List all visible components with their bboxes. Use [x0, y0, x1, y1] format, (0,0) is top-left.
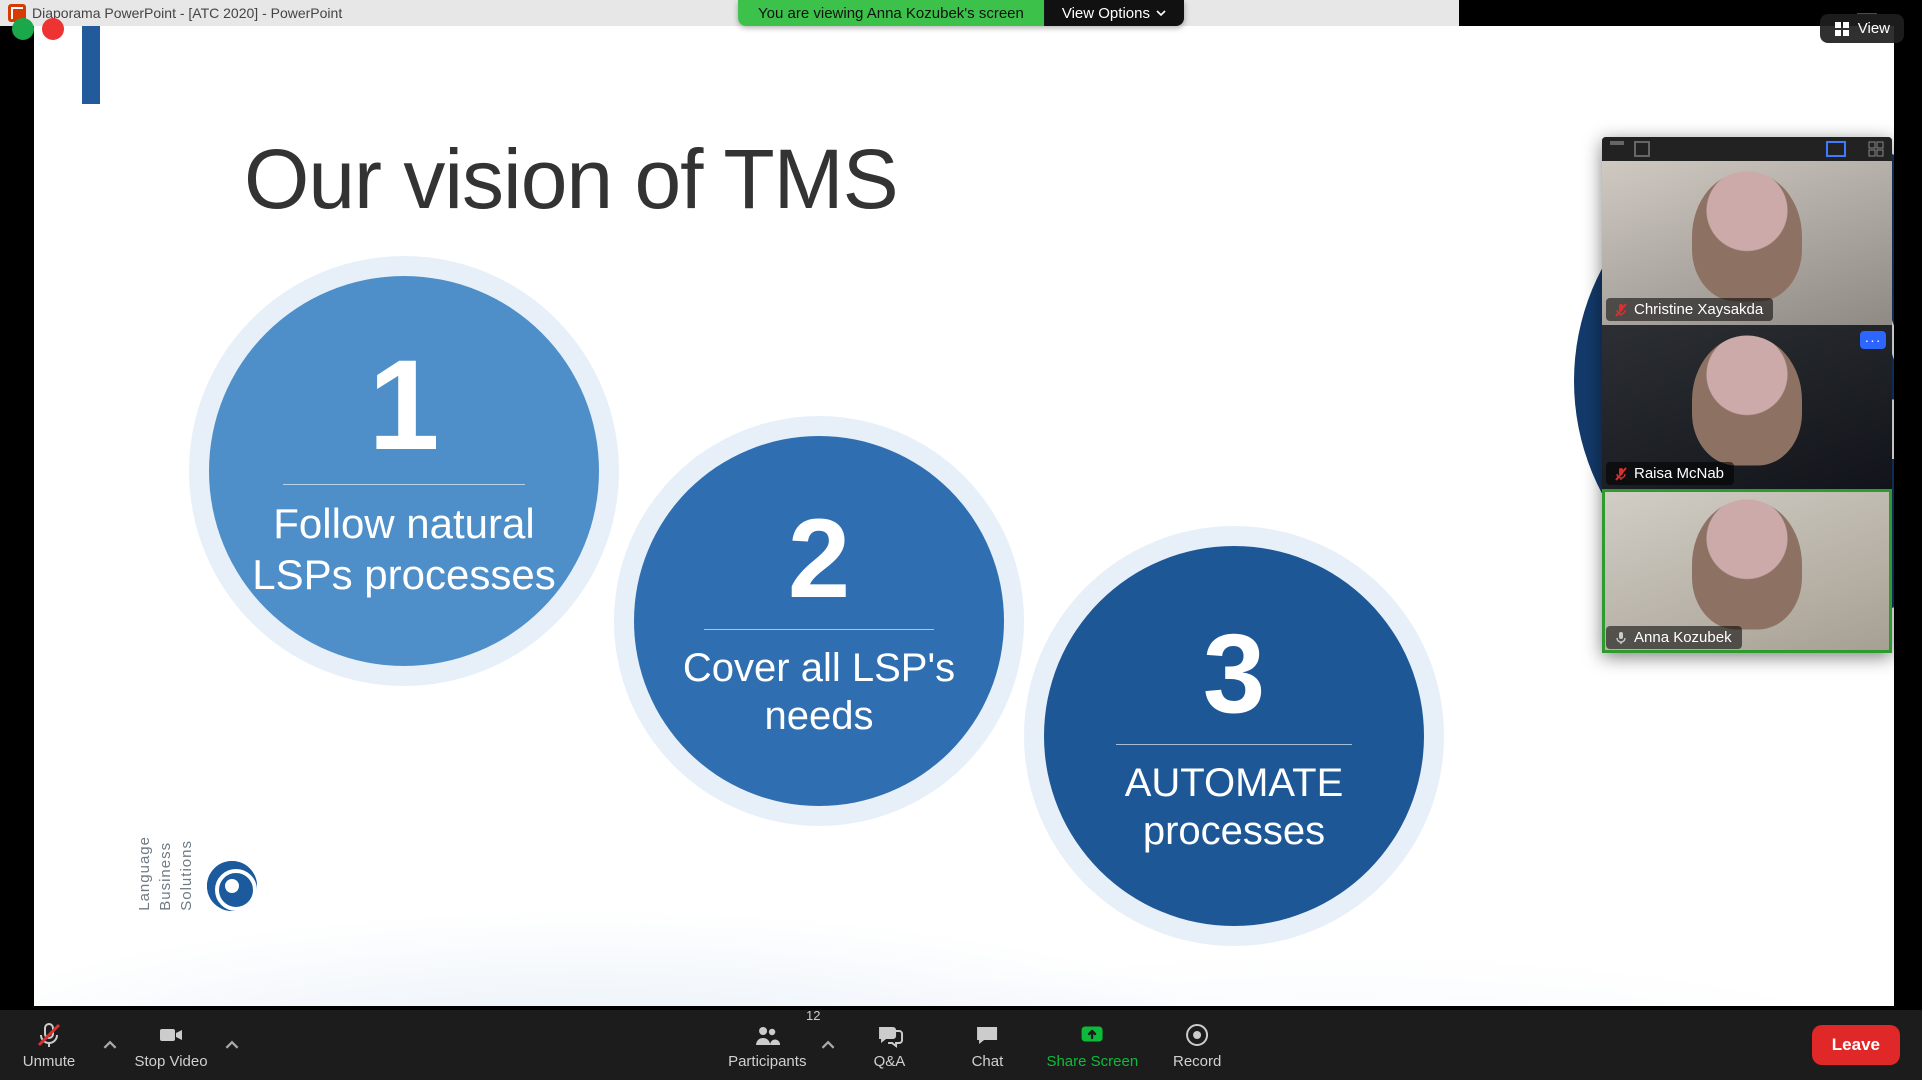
- slide-circle-divider: [283, 484, 525, 485]
- gallery-window-controls[interactable]: [1610, 141, 1650, 157]
- participant-name: Anna Kozubek: [1634, 629, 1732, 646]
- video-tile[interactable]: Christine Xaysakda: [1602, 161, 1892, 325]
- share-screen-label: Share Screen: [1046, 1053, 1138, 1070]
- video-icon: [157, 1021, 185, 1049]
- stop-video-label: Stop Video: [134, 1053, 207, 1070]
- qa-label: Q&A: [874, 1053, 906, 1070]
- chat-icon: [973, 1021, 1001, 1049]
- stop-video-button[interactable]: Stop Video: [122, 1010, 220, 1080]
- brand-mark-icon: [207, 861, 257, 911]
- tray-security-icons: [12, 18, 68, 45]
- qa-button[interactable]: Q&A: [840, 1010, 938, 1080]
- shield-warn-icon: [42, 18, 64, 40]
- view-layout-button[interactable]: View: [1820, 14, 1904, 43]
- slide-circle-num: 1: [368, 342, 439, 470]
- record-label: Record: [1173, 1053, 1221, 1070]
- gallery-layout-active-icon[interactable]: [1826, 141, 1846, 157]
- video-caret-button[interactable]: [220, 1010, 244, 1080]
- slide-circle-num: 3: [1203, 618, 1265, 730]
- screen-share-banner: You are viewing Anna Kozubek's screen Vi…: [738, 0, 1184, 26]
- mic-status-icon: [1614, 303, 1628, 317]
- powerpoint-titlebar: Diaporama PowerPoint - [ATC 2020] - Powe…: [0, 0, 1459, 26]
- slide-circle-2: 2 Cover all LSP's needs: [634, 436, 1004, 806]
- leave-button[interactable]: Leave: [1812, 1025, 1900, 1065]
- participant-name: Christine Xaysakda: [1634, 301, 1763, 318]
- slide-title: Our vision of TMS: [244, 131, 898, 228]
- mic-status-icon: [1614, 631, 1628, 645]
- slide-circle-num: 2: [788, 503, 850, 615]
- powerpoint-title: Diaporama PowerPoint - [ATC 2020] - Powe…: [32, 5, 342, 21]
- participants-icon: [753, 1021, 781, 1049]
- video-placeholder-icon: [1692, 500, 1802, 630]
- view-options-label: View Options: [1062, 5, 1150, 22]
- record-button[interactable]: Record: [1148, 1010, 1246, 1080]
- chat-label: Chat: [972, 1053, 1004, 1070]
- slide-circle-text: Cover all LSP's needs: [675, 644, 964, 740]
- slide-circle-3: 3 AUTOMATE processes: [1044, 546, 1424, 926]
- zoom-toolbar: Unmute Stop Video: [0, 1010, 1922, 1080]
- unmute-button[interactable]: Unmute: [0, 1010, 98, 1080]
- video-placeholder-icon: [1692, 336, 1802, 466]
- slide-accent-bar: [82, 26, 100, 104]
- mic-muted-icon: [35, 1021, 63, 1049]
- gallery-minimize-icon[interactable]: [1610, 141, 1624, 145]
- participants-button[interactable]: 12 Participants: [718, 1010, 816, 1080]
- gallery-maximize-icon[interactable]: [1634, 141, 1650, 157]
- video-placeholder-icon: [1692, 172, 1802, 302]
- chevron-up-icon: [103, 1038, 117, 1052]
- brand-text: Language Business Solutions: [134, 836, 197, 911]
- mic-status-icon: [1614, 467, 1628, 481]
- record-icon: [1183, 1021, 1211, 1049]
- share-screen-icon: [1078, 1021, 1106, 1049]
- chevron-down-icon: [1156, 8, 1166, 18]
- video-name-badge: Anna Kozubek: [1606, 626, 1742, 649]
- brand-logo: Language Business Solutions: [134, 836, 257, 911]
- video-tile[interactable]: ··· Raisa McNab: [1602, 325, 1892, 489]
- view-options-button[interactable]: View Options: [1044, 0, 1184, 26]
- video-tile-more-button[interactable]: ···: [1860, 331, 1886, 349]
- share-screen-button[interactable]: Share Screen: [1036, 1010, 1148, 1080]
- gallery-header[interactable]: [1602, 137, 1892, 161]
- shield-ok-icon: [12, 18, 34, 40]
- slide-circle-text: Follow natural LSPs processes: [252, 499, 556, 600]
- unmute-label: Unmute: [23, 1053, 76, 1070]
- screen-share-message: You are viewing Anna Kozubek's screen: [738, 0, 1044, 26]
- video-name-badge: Raisa McNab: [1606, 462, 1734, 485]
- participants-label: Participants: [728, 1053, 806, 1070]
- chat-button[interactable]: Chat: [938, 1010, 1036, 1080]
- audio-caret-button[interactable]: [98, 1010, 122, 1080]
- participant-name: Raisa McNab: [1634, 465, 1724, 482]
- chevron-up-icon: [821, 1038, 835, 1052]
- gallery-grid-icon[interactable]: [1868, 141, 1884, 157]
- video-tile[interactable]: Anna Kozubek: [1602, 489, 1892, 653]
- grid-icon: [1834, 21, 1850, 37]
- video-gallery-panel[interactable]: Christine Xaysakda ··· Raisa McNab Anna Koz…: [1602, 137, 1892, 653]
- chevron-up-icon: [225, 1038, 239, 1052]
- slide-circle-1: 1 Follow natural LSPs processes: [209, 276, 599, 666]
- view-pill-label: View: [1858, 20, 1890, 37]
- slide-circle-divider: [1116, 744, 1352, 745]
- participants-count: 12: [806, 1008, 820, 1023]
- slide-circle-text: AUTOMATE processes: [1086, 759, 1382, 855]
- qa-icon: [875, 1021, 903, 1049]
- gallery-layout-toggle[interactable]: [1826, 141, 1846, 157]
- leave-label: Leave: [1832, 1035, 1880, 1054]
- video-name-badge: Christine Xaysakda: [1606, 298, 1773, 321]
- slide-circle-divider: [704, 629, 933, 630]
